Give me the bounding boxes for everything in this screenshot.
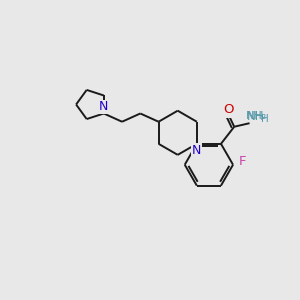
Text: H: H: [261, 114, 269, 124]
Text: F: F: [239, 155, 246, 168]
Text: NH₂: NH₂: [246, 111, 268, 122]
Text: NH: NH: [247, 110, 265, 123]
Text: O: O: [224, 104, 233, 117]
Text: N: N: [191, 144, 201, 157]
Text: O: O: [224, 103, 234, 116]
Text: N: N: [99, 100, 109, 113]
